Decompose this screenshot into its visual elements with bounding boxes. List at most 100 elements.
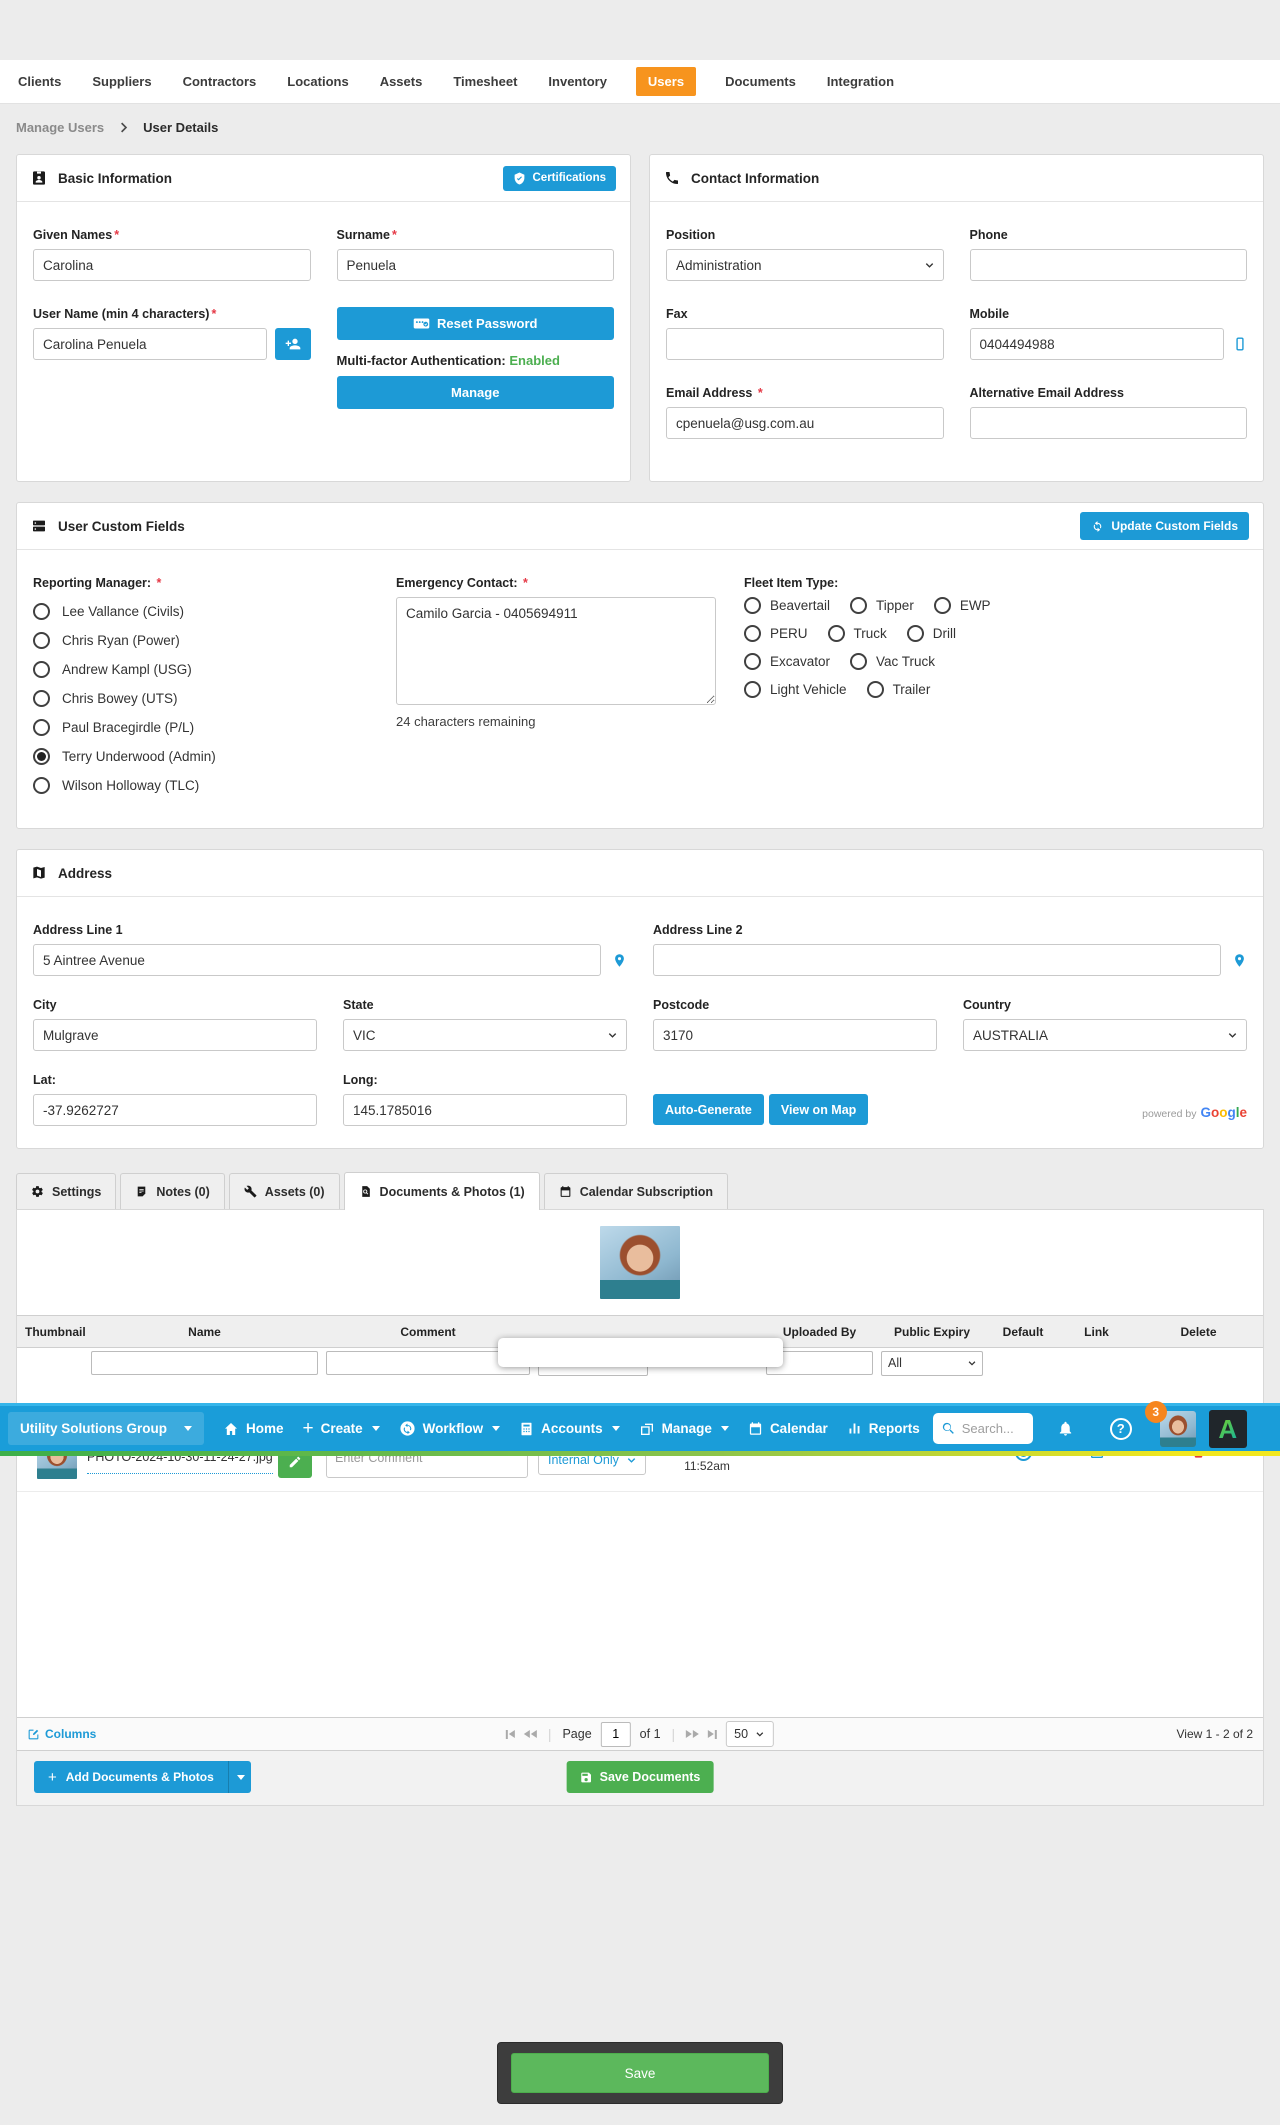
col-name[interactable]: Name: [188, 1324, 221, 1339]
radio-icon[interactable]: [33, 690, 50, 707]
user-lookup-button[interactable]: [274, 328, 311, 360]
filter-public-expiry-select[interactable]: All: [881, 1350, 983, 1376]
reporting-manager-option[interactable]: Chris Bowey (UTS): [33, 684, 368, 713]
tab-documents-photos[interactable]: Documents & Photos (1): [343, 1172, 540, 1210]
filter-name-input[interactable]: [91, 1351, 318, 1375]
pagination-last-icon[interactable]: [708, 1729, 718, 1739]
fleet-option[interactable]: Light Vehicle: [744, 681, 847, 698]
fleet-option[interactable]: Tipper: [850, 597, 914, 614]
surname-input[interactable]: [336, 249, 614, 281]
radio-icon[interactable]: [850, 653, 868, 670]
radio-icon[interactable]: [33, 661, 50, 678]
reset-password-button[interactable]: Reset Password: [336, 307, 614, 340]
fleet-option[interactable]: Beavertail: [744, 597, 830, 614]
add-documents-photos-button[interactable]: + Add Documents & Photos: [34, 1761, 251, 1793]
pagination-first-icon[interactable]: [505, 1729, 515, 1739]
nav-tab-contractors[interactable]: Contractors: [182, 74, 257, 89]
toolbar-reports[interactable]: Reports: [847, 1421, 920, 1436]
col-comment[interactable]: Comment: [400, 1324, 456, 1339]
radio-icon[interactable]: [33, 777, 50, 794]
columns-button[interactable]: Columns: [27, 1727, 96, 1741]
toolbar-create[interactable]: + Create: [303, 1419, 380, 1438]
radio-icon[interactable]: [744, 625, 761, 642]
search-input[interactable]: [961, 1421, 1022, 1436]
filter-uploaded-by-input[interactable]: [766, 1351, 873, 1375]
tab-assets[interactable]: Assets (0): [228, 1173, 340, 1209]
radio-icon[interactable]: [744, 597, 761, 614]
breadcrumb-manage-users[interactable]: Manage Users: [16, 119, 105, 135]
fleet-option[interactable]: Vac Truck: [850, 653, 935, 670]
country-select[interactable]: AUSTRALIA: [963, 1019, 1247, 1051]
tab-settings[interactable]: Settings: [16, 1173, 117, 1209]
certifications-button[interactable]: Certifications: [502, 165, 616, 191]
radio-icon[interactable]: [827, 625, 845, 642]
radio-icon[interactable]: [33, 719, 50, 736]
pagination-next-icon[interactable]: [686, 1730, 700, 1738]
city-input[interactable]: [33, 1019, 317, 1051]
username-input[interactable]: [33, 328, 267, 360]
toolbar-manage[interactable]: Manage: [639, 1421, 729, 1437]
save-documents-button[interactable]: Save Documents: [566, 1761, 714, 1793]
tab-calendar-subscription[interactable]: Calendar Subscription: [543, 1173, 729, 1209]
toolbar-calendar[interactable]: Calendar: [748, 1421, 828, 1436]
radio-icon[interactable]: [850, 597, 868, 614]
radio-icon[interactable]: [744, 681, 761, 698]
nav-tab-locations[interactable]: Locations: [287, 74, 349, 89]
add-documents-dropdown-toggle[interactable]: [228, 1761, 251, 1793]
reporting-manager-option-selected[interactable]: Terry Underwood (Admin): [33, 742, 368, 771]
address-line1-input[interactable]: [33, 944, 601, 976]
nav-tab-assets[interactable]: Assets: [379, 74, 423, 89]
lat-input[interactable]: [33, 1094, 317, 1126]
phone-input[interactable]: [969, 249, 1247, 281]
fax-input[interactable]: [666, 328, 944, 360]
fleet-option[interactable]: Truck: [827, 625, 887, 642]
mobile-input[interactable]: [969, 328, 1224, 360]
radio-selected-icon[interactable]: [33, 748, 50, 765]
nav-tab-inventory[interactable]: Inventory: [548, 74, 607, 89]
email-input[interactable]: [666, 407, 944, 439]
view-on-map-button[interactable]: View on Map: [768, 1094, 869, 1125]
reporting-manager-option[interactable]: Chris Ryan (Power): [33, 626, 368, 655]
reporting-manager-option[interactable]: Wilson Holloway (TLC): [33, 771, 368, 800]
toolbar-search[interactable]: [932, 1413, 1033, 1444]
filter-comment-input[interactable]: [326, 1351, 530, 1375]
fleet-option[interactable]: Trailer: [866, 681, 930, 698]
pagination-prev-icon[interactable]: [523, 1730, 537, 1738]
company-selector[interactable]: Utility Solutions Group: [8, 1412, 204, 1445]
radio-icon[interactable]: [33, 603, 50, 620]
radio-icon[interactable]: [906, 625, 924, 642]
toolbar-accounts[interactable]: Accounts: [519, 1421, 620, 1437]
fleet-option[interactable]: EWP: [933, 597, 991, 614]
col-public-expiry[interactable]: Public Expiry: [893, 1324, 971, 1339]
help-icon[interactable]: ?: [1109, 1417, 1132, 1440]
fleet-option[interactable]: Excavator: [744, 653, 830, 670]
auto-generate-button[interactable]: Auto-Generate: [653, 1094, 764, 1125]
map-pin-icon[interactable]: [612, 951, 627, 970]
toolbar-home[interactable]: Home: [223, 1421, 284, 1437]
given-names-input[interactable]: [33, 249, 311, 281]
nav-tab-users[interactable]: Users: [635, 67, 697, 96]
nav-tab-timesheet[interactable]: Timesheet: [453, 74, 518, 89]
bell-icon[interactable]: [1057, 1420, 1074, 1437]
state-select[interactable]: VIC: [343, 1019, 627, 1051]
update-custom-fields-button[interactable]: Update Custom Fields: [1080, 512, 1249, 540]
page-size-select[interactable]: 50: [726, 1721, 775, 1747]
nav-tab-documents[interactable]: Documents: [725, 74, 796, 89]
radio-icon[interactable]: [33, 632, 50, 649]
reporting-manager-option[interactable]: Lee Vallance (Civils): [33, 597, 368, 626]
map-pin-icon[interactable]: [1232, 951, 1247, 970]
alt-email-input[interactable]: [969, 407, 1247, 439]
nav-tab-clients[interactable]: Clients: [18, 74, 62, 89]
postcode-input[interactable]: [653, 1019, 937, 1051]
page-number-input[interactable]: [600, 1721, 631, 1747]
user-photo-preview[interactable]: [600, 1226, 680, 1299]
nav-tab-suppliers[interactable]: Suppliers: [92, 74, 152, 89]
save-button[interactable]: Save: [511, 2053, 769, 2093]
address-line2-input[interactable]: [653, 944, 1221, 976]
fleet-option[interactable]: PERU: [744, 625, 808, 642]
col-uploaded-by[interactable]: Uploaded By: [782, 1324, 857, 1339]
toolbar-workflow[interactable]: Workflow: [399, 1420, 501, 1437]
position-select[interactable]: Administration: [666, 249, 944, 281]
radio-icon[interactable]: [866, 681, 884, 698]
radio-icon[interactable]: [744, 653, 761, 670]
